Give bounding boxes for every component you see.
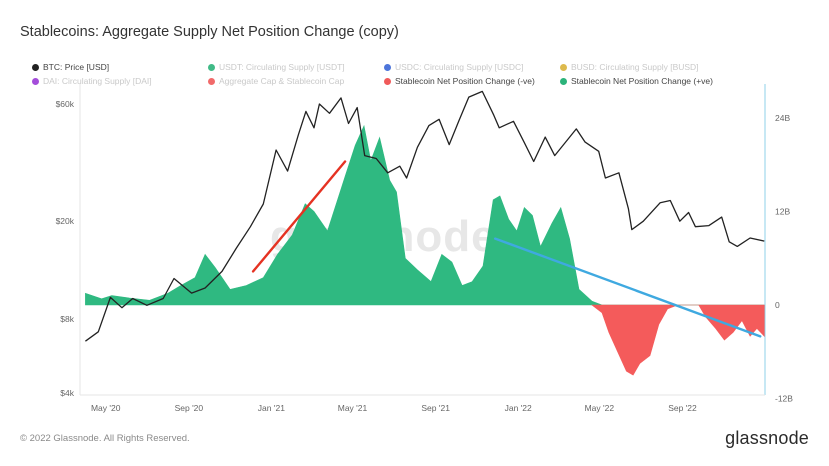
legend-item[interactable]: USDC: Circulating Supply [USDC] <box>384 62 560 72</box>
trend-line-up <box>251 160 347 273</box>
legend-label: Stablecoin Net Position Change (+ve) <box>571 76 713 86</box>
y-left-tick-label: $20k <box>56 216 75 226</box>
legend-dot-icon <box>208 77 215 85</box>
btc-price-line <box>85 90 765 342</box>
legend-item[interactable]: Stablecoin Net Position Change (-ve) <box>384 76 560 86</box>
legend: BTC: Price [USD] USDT: Circulating Supply… <box>32 62 752 86</box>
y-right-tick-label: 0 <box>775 300 780 310</box>
legend-item[interactable]: USDT: Circulating Supply [USDT] <box>208 62 384 72</box>
y-right-tick-label: 24B <box>775 113 790 123</box>
y-left-tick-label: $8k <box>60 314 74 324</box>
x-tick-label: Sep '20 <box>175 403 204 413</box>
y-left-tick-label: $60k <box>56 99 75 109</box>
y-left-tick-label: $4k <box>60 388 74 398</box>
chart-title: Stablecoins: Aggregate Supply Net Positi… <box>20 24 399 40</box>
x-tick-label: May '21 <box>338 403 368 413</box>
x-tick-label: May '20 <box>91 403 121 413</box>
positive-area-series <box>85 124 765 306</box>
copyright-text: © 2022 Glassnode. All Rights Reserved. <box>20 433 190 444</box>
legend-item[interactable]: Aggregate Cap & Stablecoin Cap <box>208 76 384 86</box>
y-right-tick-label: -12B <box>775 394 793 404</box>
x-tick-label: Jan '21 <box>258 403 285 413</box>
legend-item[interactable]: BUSD: Circulating Supply [BUSD] <box>560 62 736 72</box>
legend-dot-icon <box>208 63 215 71</box>
legend-dot-icon <box>32 63 39 71</box>
legend-item[interactable]: Stablecoin Net Position Change (+ve) <box>560 76 736 86</box>
legend-dot-icon <box>384 77 391 85</box>
legend-dot-icon <box>32 77 39 85</box>
negative-area-series <box>591 304 765 376</box>
legend-label: Stablecoin Net Position Change (-ve) <box>395 76 535 86</box>
legend-dot-icon <box>560 63 567 71</box>
glassnode-logo: glassnode <box>725 428 809 448</box>
x-tick-label: May '22 <box>585 403 615 413</box>
legend-label: DAI: Circulating Supply [DAI] <box>43 76 152 86</box>
legend-item[interactable]: BTC: Price [USD] <box>32 62 208 72</box>
legend-label: BUSD: Circulating Supply [BUSD] <box>571 62 699 72</box>
x-tick-label: Sep '22 <box>668 403 697 413</box>
legend-label: Aggregate Cap & Stablecoin Cap <box>219 76 345 86</box>
legend-label: USDC: Circulating Supply [USDC] <box>395 62 524 72</box>
y-right-tick-label: 12B <box>775 207 790 217</box>
legend-label: USDT: Circulating Supply [USDT] <box>219 62 345 72</box>
legend-item[interactable]: DAI: Circulating Supply [DAI] <box>32 76 208 86</box>
x-tick-label: Jan '22 <box>505 403 532 413</box>
legend-dot-icon <box>384 63 391 71</box>
legend-label: BTC: Price [USD] <box>43 62 110 72</box>
trend-line-down <box>493 237 762 338</box>
legend-dot-icon <box>560 77 567 85</box>
x-tick-label: Sep '21 <box>421 403 450 413</box>
